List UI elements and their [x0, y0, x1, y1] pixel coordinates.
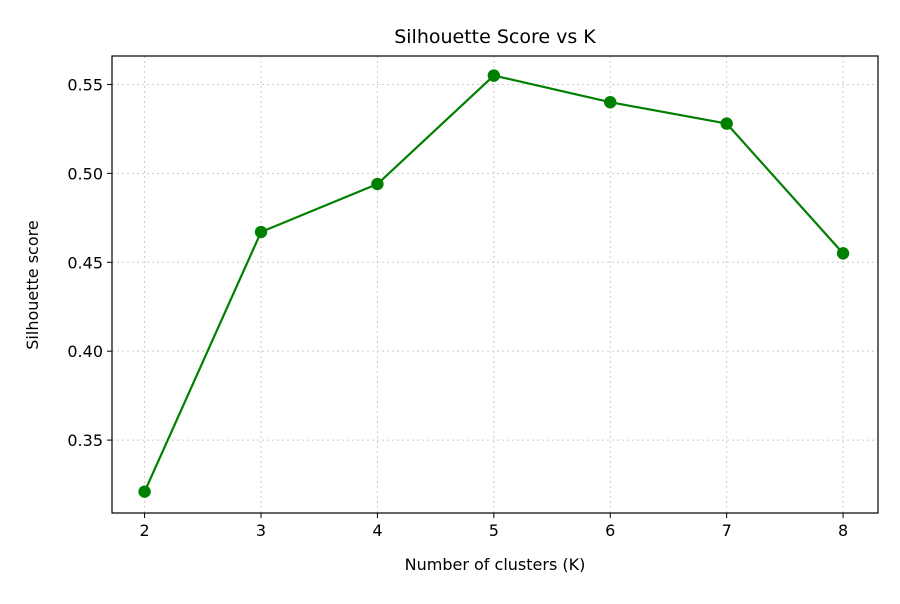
- y-axis-label: Silhouette score: [23, 220, 42, 349]
- data-point-k8: [836, 247, 850, 260]
- y-tick-label: 0.45: [67, 253, 103, 272]
- data-point-k2: [138, 485, 151, 498]
- data-point-k7: [720, 117, 733, 130]
- x-tick-label: 5: [489, 521, 499, 540]
- data-point-k5: [487, 69, 501, 82]
- x-tick-label: 8: [838, 521, 848, 540]
- x-tick-label: 7: [722, 521, 732, 540]
- y-tick-label: 0.35: [67, 431, 103, 450]
- grid-layer: [112, 56, 878, 513]
- plot-area-frame: [111, 55, 879, 514]
- data-point-k4: [371, 177, 384, 191]
- x-tick-label: 2: [140, 521, 150, 540]
- x-tick-label: 4: [372, 521, 382, 540]
- x-tick-label: 6: [605, 521, 615, 540]
- x-axis-label: Number of clusters (K): [405, 555, 586, 574]
- x-tick-label: 3: [256, 521, 266, 540]
- y-tick-label: 0.40: [67, 342, 103, 361]
- series-layer: [138, 69, 850, 498]
- ticks-layer: 2 3 4 5 6 7 8 0.35 0.40 0.45 0.50 0.55: [67, 75, 848, 540]
- data-point-k6: [604, 96, 617, 109]
- data-point-k3: [254, 225, 268, 239]
- chart-title: Silhouette Score vs K: [394, 26, 596, 48]
- y-tick-label: 0.55: [67, 75, 103, 94]
- y-tick-label: 0.50: [67, 164, 103, 183]
